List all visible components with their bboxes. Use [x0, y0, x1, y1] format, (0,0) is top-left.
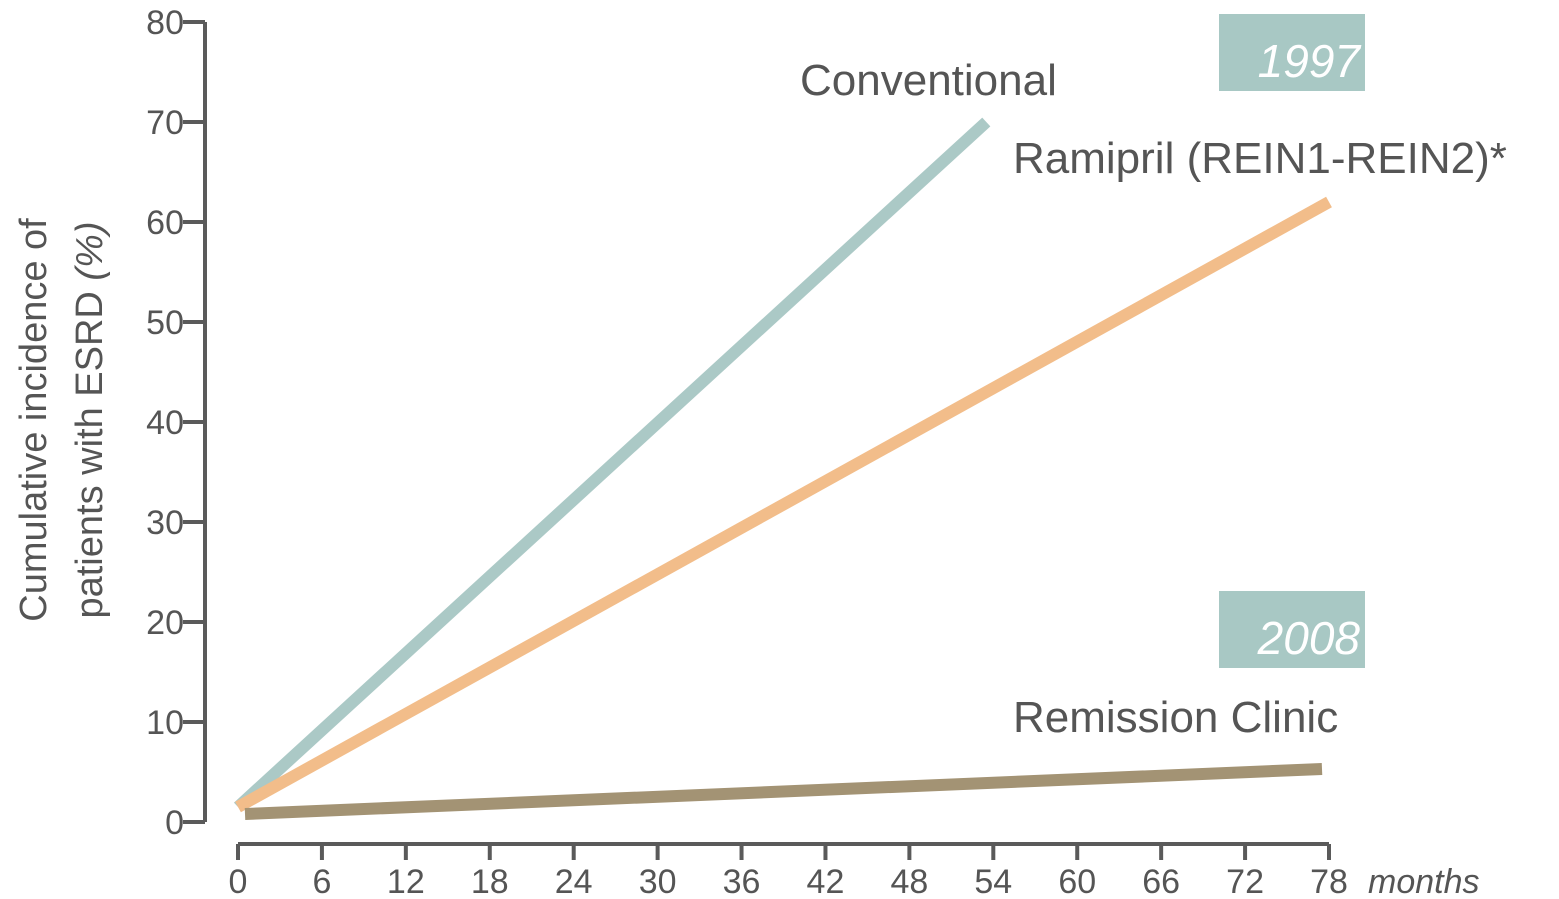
x-tick-label: 30 [639, 863, 677, 899]
x-tick-label: 48 [890, 863, 928, 899]
x-tick-label: 54 [974, 863, 1012, 899]
series-line-conventional [233, 117, 991, 812]
year-badge-1997-text: 1997 [1258, 35, 1362, 87]
y-axis-title-line2-text: patients with ESRD [69, 281, 111, 619]
y-tick-label: 80 [146, 4, 184, 42]
x-tick-label: 0 [229, 863, 248, 899]
y-tick-label: 0 [165, 804, 184, 842]
y-tick-label: 70 [146, 104, 184, 142]
x-axis-title: months [1368, 863, 1480, 899]
x-tick-label: 36 [723, 863, 761, 899]
year-badge-2008: 2008 [1219, 591, 1365, 668]
series-label-conventional: Conventional [800, 56, 1057, 105]
year-badge-1997-box [1219, 14, 1365, 91]
x-ticks: 0 6 12 18 24 30 36 42 48 54 60 66 72 78 [229, 844, 1348, 899]
y-axis-unit: (%) [69, 221, 111, 280]
x-tick-label: 42 [807, 863, 845, 899]
x-tick-label: 24 [555, 863, 593, 899]
y-axis-title-line2: patients with ESRD (%) [69, 221, 111, 618]
y-axis-title-line1: Cumulative incidence of [13, 218, 55, 622]
x-tick-label: 18 [471, 863, 509, 899]
x-tick-label: 60 [1058, 863, 1096, 899]
x-tick-label: 6 [312, 863, 331, 899]
y-tick-label: 30 [146, 504, 184, 542]
x-tick-label: 12 [387, 863, 425, 899]
series-label-remission-clinic: Remission Clinic [1013, 693, 1338, 742]
year-badge-2008-box [1219, 591, 1365, 668]
series-label-ramipril: Ramipril (REIN1-REIN2)* [1013, 134, 1507, 183]
x-tick-label: 72 [1226, 863, 1264, 899]
year-badge-1997: 1997 [1219, 14, 1365, 91]
series-line-remission-clinic [244, 763, 1323, 820]
y-tick-label: 10 [146, 704, 184, 742]
y-tick-label: 40 [146, 404, 184, 442]
y-tick-label: 60 [146, 204, 184, 242]
x-tick-label: 78 [1310, 863, 1348, 899]
series-line-ramipril-rein1-rein2 [235, 196, 1332, 813]
series-lines [233, 117, 1332, 820]
y-tick-label: 20 [146, 604, 184, 642]
y-ticks: 0 10 20 30 40 50 60 70 80 [146, 4, 205, 842]
year-badge-2008-text: 2008 [1257, 612, 1361, 664]
x-tick-label: 66 [1142, 863, 1180, 899]
y-tick-label: 50 [146, 304, 184, 342]
